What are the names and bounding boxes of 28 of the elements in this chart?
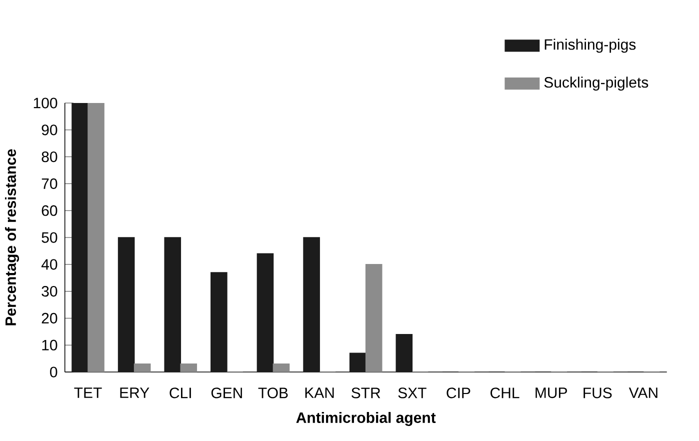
y-tick-label: 80 [42, 151, 58, 162]
x-tick-label: KAN [305, 388, 334, 398]
y-tick-label: 0 [50, 366, 58, 378]
y-tick-label: 70 [42, 178, 58, 190]
y-axis-title: Percentage of resistance [5, 149, 20, 326]
x-tick-label: ERY [120, 388, 150, 398]
x-tick-label: TOB [258, 388, 288, 398]
x-tick-label: CHL [490, 388, 520, 398]
legend-label: Suckling-piglets [544, 76, 648, 91]
legend-label: Finishing-pigs [544, 38, 636, 53]
x-tick-label: VAN [628, 388, 658, 398]
x-axis-title: Antimicrobial agent [296, 412, 436, 426]
x-tick-label: CLI [170, 388, 191, 398]
x-tick-label: TET [74, 388, 102, 398]
y-tick-label: 60 [42, 205, 58, 216]
y-tick-label: 90 [42, 124, 58, 136]
x-tick-label: STR [352, 388, 380, 398]
y-tick-label: 100 [34, 98, 58, 108]
y-tick-label: 10 [42, 340, 58, 350]
y-tick-label: 40 [41, 259, 58, 270]
y-tick-label: 50 [42, 232, 58, 243]
x-tick-label: CIP [446, 388, 470, 398]
x-tick-label: SXT [398, 388, 426, 398]
x-tick-label: MUP [536, 388, 567, 398]
y-tick-label: 30 [42, 286, 58, 297]
y-tick-label: 20 [42, 312, 58, 324]
x-tick-label: FUS [584, 388, 612, 398]
x-tick-label: GEN [211, 388, 242, 398]
